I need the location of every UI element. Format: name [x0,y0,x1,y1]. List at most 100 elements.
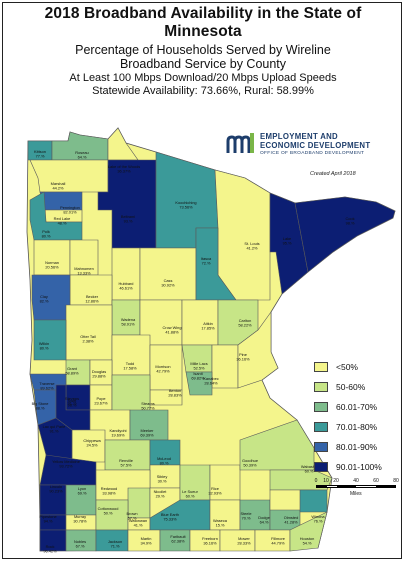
county-label-pipestone: Pipestone 94.% [39,514,56,524]
county-value-cook: 98.% [346,221,355,226]
county-label-nicollet: Nicollet 29.% [154,489,168,499]
county-label-polk: Polk 80.% [42,229,51,239]
county-label-chippewa: Chippewa 24.5% [83,438,101,448]
county-label-roseau: Roseau 64.% [75,150,88,160]
county-value-clay: 82.% [40,299,49,304]
county-name-renville: Renville [119,458,133,463]
county-label-lac-qui-parle: Lac qui Parle 91.% [43,424,66,434]
county-name-pope: Pope [96,396,105,401]
scale-segment [356,486,376,487]
county-value-st-louis: 41.2% [246,246,258,251]
county-name-otter-tail: Otter Tail [80,334,96,339]
county-value-kanabec: 28.64% [204,381,218,386]
county-name-isanti: Isanti [193,371,202,376]
county-name-grant: Grant [67,366,78,371]
county-value-traverse: 89.62% [40,386,54,391]
map-title: 2018 Broadband Availability in the State… [44,5,362,40]
county-itasca [195,227,237,301]
county-label-rice: Rice 32.93% [208,486,222,496]
county-label-redwood: Redwood 33.98% [101,486,117,496]
county-label-jackson: Jackson 71.% [108,539,122,549]
county-name-goodhue: Goodhue [242,458,258,463]
county-value-mille-lacs: 52.5% [193,366,205,371]
county-cass [139,247,197,301]
county-name-sibley: Sibley [157,474,168,479]
county-name-benton: Benton [169,388,181,393]
county-value-murray: 30.78% [73,519,87,524]
county-label-meeker: Meeker 69.39% [140,428,154,438]
county-label-renville: Renville 57.5% [119,458,133,468]
county-value-polk: 80.% [42,234,51,239]
county-value-mcleod: 80.% [160,461,169,466]
county-polk [29,191,83,241]
legend-item: 80.01-90% [314,439,400,459]
county-name-pipestone: Pipestone [39,514,56,519]
county-value-morrison: 42.79% [156,369,170,374]
county-value-douglas: 29.88% [92,374,106,379]
county-name-norman: Norman [45,260,59,265]
county-value-lac-qui-parle: 91.% [50,429,59,434]
scale-tick-label: 40 [353,478,359,484]
county-clay [31,274,71,321]
county-label-cass: Cass 30.92% [161,278,175,288]
legend-swatch [314,382,328,392]
deed-logo: EMPLOYMENT AND ECONOMIC DEVELOPMENT OFFI… [226,130,396,160]
county-value-lake: 95.% [283,241,292,246]
county-pine [237,311,279,389]
county-name-lake-of-the-woods: Lake of the Woods [108,164,140,169]
county-name-cottonwood: Cottonwood [98,506,119,511]
scale-segment [336,486,356,487]
county-label-dodge: Dodge 64.% [258,515,269,525]
county-value-watonwan: 41.% [134,523,143,528]
county-label-brown: Brown 57.% [126,511,137,521]
county-value-wabasha: 60.% [305,469,314,474]
county-name-pine: Pine [239,352,247,357]
county-name-douglas: Douglas [92,369,106,374]
county-label-grant: Grant 58.89% [65,366,79,376]
county-value-itasca: 72.% [202,261,211,266]
county-name-rice: Rice [211,486,219,491]
county-name-itasca: Itasca [201,256,212,261]
county-label-swift: Swift 98.% [68,398,78,408]
county-name-aitkin: Aitkin [203,321,213,326]
county-label-mille-lacs: Mille Lacs 52.5% [190,361,207,371]
county-wilkin [33,319,67,361]
county-le-sueur [179,464,211,501]
county-value-stearns: 50.77% [141,406,155,411]
county-name-becker: Becker [86,294,99,299]
county-name-lac-qui-parle: Lac qui Parle [43,424,66,429]
county-name-pennington: Pennington [60,205,80,210]
scale-tick-label: 60 [373,478,379,484]
county-name-marshall: Marshall [51,181,66,186]
county-label-houston: Houston 54.% [300,536,315,546]
county-value-norman: 20.56% [45,265,59,270]
county-name-lincoln: Lincoln [50,484,62,489]
county-name-beltrami: Beltrami [121,214,135,219]
county-value-marshall: 44.2% [52,186,64,191]
scale-tick-label: 20 [333,478,339,484]
county-marshall [29,159,109,193]
county-name-cass: Cass [164,278,173,283]
county-label-kanabec: Kanabec 28.64% [203,376,218,386]
county-label-big-stone: Big Stone 88.% [32,401,49,411]
county-name-crow-wing: Crow Wing [162,325,181,330]
county-name-watonwan: Watonwan [129,518,147,523]
county-name-kittson: Kittson [34,149,46,154]
county-label-mcleod: McLeod 80.% [157,456,171,466]
county-label-pennington: Pennington 82.01% [60,205,80,215]
county-label-beltrami: Beltrami 93.% [121,214,135,224]
county-isanti [185,371,213,396]
county-st-louis [214,169,271,301]
county-name-murray: Murray [74,514,86,519]
county-name-big-stone: Big Stone [32,401,49,406]
county-label-le-sueur: Le Sueur 60.% [182,489,198,499]
county-name-mahnomen: Mahnomen [74,266,93,271]
county-label-todd: Todd 17.58% [123,361,137,371]
legend-label: 80.01-90% [336,442,378,452]
county-label-traverse: Traverse 89.62% [39,381,54,391]
county-name-clay: Clay [40,294,48,299]
county-name-wadena: Wadena [121,317,136,322]
legend: <50% 50-60% 60.01-70% 70.01-80% 80.01-90% 90.… [314,359,400,479]
legend-label: 90.01-100% [336,462,382,472]
